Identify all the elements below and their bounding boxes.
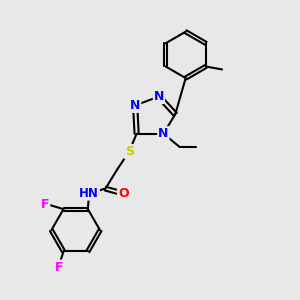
Text: N: N [158, 127, 169, 140]
Text: F: F [55, 261, 63, 274]
Text: F: F [41, 198, 49, 211]
Text: S: S [125, 145, 134, 158]
Text: N: N [154, 90, 164, 103]
Text: O: O [118, 187, 129, 200]
Text: N: N [130, 99, 140, 112]
Text: HN: HN [79, 187, 99, 200]
